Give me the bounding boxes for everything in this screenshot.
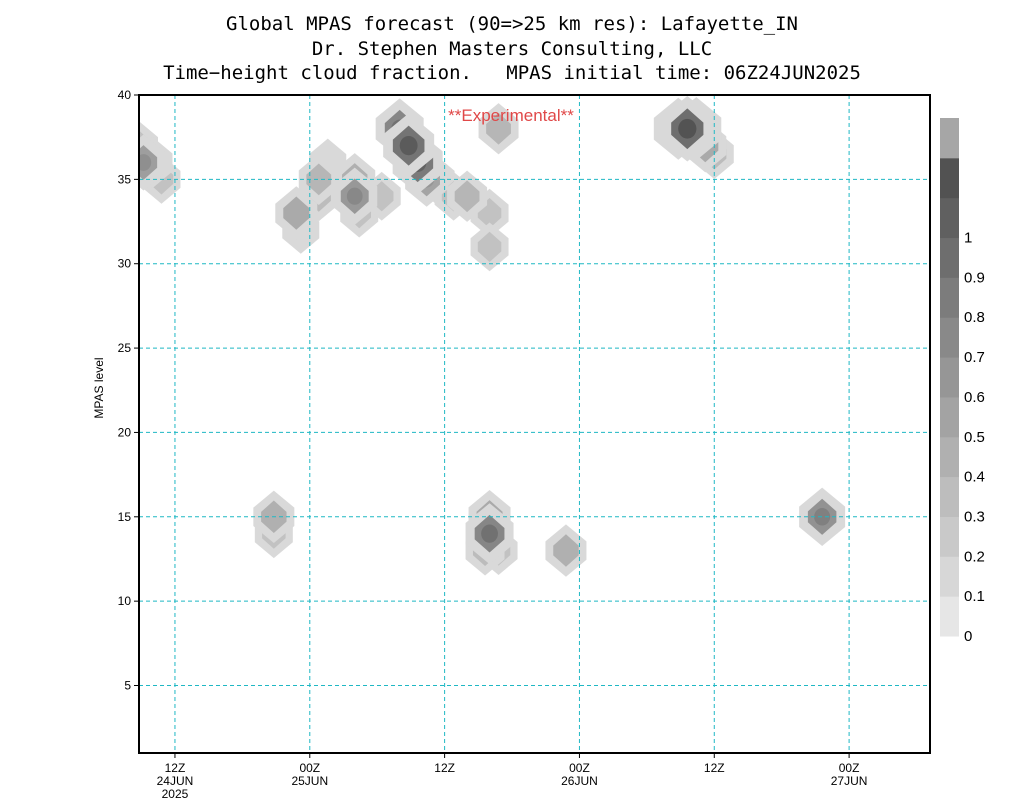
y-tick-label: 35 (118, 172, 132, 186)
plot-frame (138, 94, 931, 754)
cloud-cell-core (481, 524, 498, 543)
colorbar-label: 0 (964, 628, 972, 645)
y-tick-label: 30 (118, 257, 132, 271)
chart-title: Global MPAS forecast (90=>25 km res): La… (226, 13, 798, 35)
colorbar-segment (940, 277, 959, 318)
y-tick-label: 15 (118, 510, 132, 524)
colorbar: 0 0.1 0.2 0.3 0.4 0.5 0.6 0.7 0.8 0.9 1 (940, 118, 985, 645)
colorbar-segment (940, 556, 959, 597)
cloud-cell-core (399, 135, 418, 156)
y-tick-label: 40 (118, 88, 132, 102)
colorbar-segment (940, 357, 959, 398)
x-tick-label: 12Z (165, 761, 186, 775)
cloud-cell-core (139, 154, 152, 171)
colorbar-segment (940, 396, 959, 438)
x-tick-label: 00Z (569, 761, 590, 775)
x-tick-label: 12Z (704, 761, 725, 775)
y-tick-label: 5 (124, 679, 131, 693)
x-tick-label: 2025 (162, 787, 189, 800)
colorbar-segment (940, 476, 959, 517)
grid-lines (139, 95, 930, 753)
x-tick-label: 00Z (299, 761, 320, 775)
colorbar-label: 0.6 (964, 389, 985, 406)
y-axis: 5 10 15 20 25 30 35 40 (118, 88, 139, 693)
y-axis-label: MPAS level (92, 357, 106, 418)
x-tick-label: 26JUN (561, 774, 598, 788)
x-tick-label: 27JUN (831, 774, 868, 788)
colorbar-segment (940, 317, 959, 358)
colorbar-label: 0.2 (964, 548, 985, 565)
colorbar-label: 0.5 (964, 429, 985, 446)
x-tick-label: 24JUN (157, 774, 194, 788)
cloud-cell-mid (553, 534, 579, 567)
colorbar-segment (940, 516, 959, 557)
colorbar-segment (940, 197, 959, 239)
cloud-cell-mid (454, 180, 480, 213)
chart-subtitle-2: Time−height cloud fraction. MPAS initial… (163, 62, 861, 84)
x-tick-label: 00Z (839, 761, 860, 775)
colorbar-segment (940, 118, 959, 159)
colorbar-label: 0.8 (964, 309, 985, 326)
experimental-annotation: **Experimental** (448, 106, 574, 125)
colorbar-label: 0.4 (964, 469, 985, 486)
colorbar-segment (940, 157, 959, 199)
colorbar-label: 0.1 (964, 588, 985, 605)
cloud-cell-core (346, 187, 363, 205)
colorbar-label: 0.7 (964, 349, 985, 366)
x-tick-label: 12Z (434, 761, 455, 775)
y-tick-label: 20 (118, 425, 132, 439)
cloud-cell-mid (306, 163, 332, 196)
colorbar-segment (940, 237, 959, 278)
colorbar-segment (940, 596, 959, 637)
x-tick-label: 25JUN (291, 774, 328, 788)
colorbar-segment (940, 436, 959, 478)
chart-subtitle: Dr. Stephen Masters Consulting, LLC (311, 38, 713, 60)
y-tick-label: 10 (118, 594, 132, 608)
colorbar-label: 0.9 (964, 269, 985, 286)
cloud-cell-mid (486, 112, 511, 145)
colorbar-label: 1 (964, 230, 972, 247)
y-tick-label: 25 (118, 341, 132, 355)
cloud-cell-core (814, 508, 831, 526)
cloud-cell-core (678, 118, 697, 139)
colorbar-label: 0.3 (964, 508, 985, 525)
cloud-cell-mid (477, 231, 502, 262)
cloud-cells (139, 95, 846, 577)
cloud-cell-mid (283, 196, 310, 230)
